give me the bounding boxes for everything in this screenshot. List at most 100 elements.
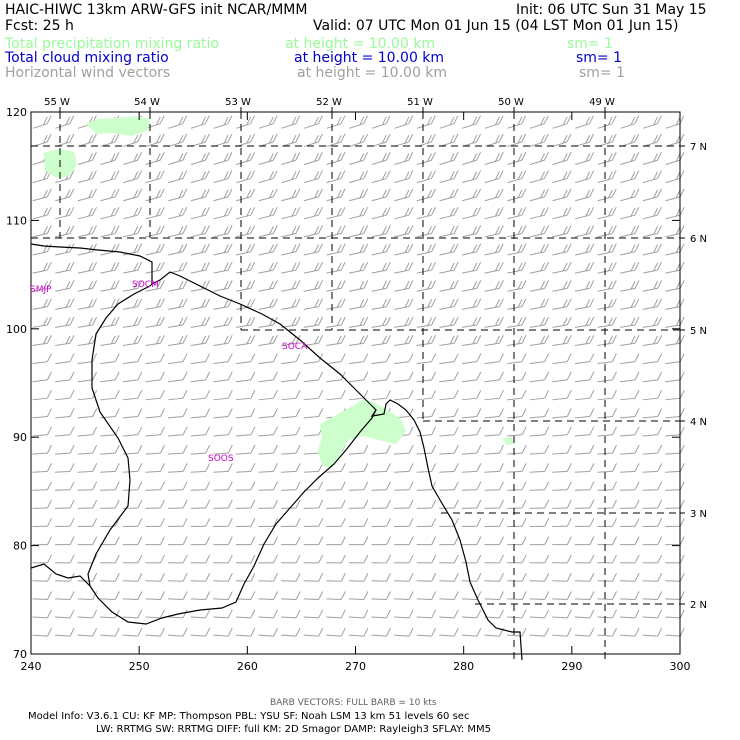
wind-barb	[32, 518, 52, 527]
wind-barb	[665, 572, 685, 582]
wind-barb	[484, 371, 504, 383]
wind-barb	[348, 444, 369, 455]
wind-barb	[484, 133, 504, 147]
wind-barb	[303, 133, 323, 147]
wind-barb	[258, 225, 278, 238]
wind-barb	[122, 426, 143, 437]
wind-barb	[32, 298, 52, 310]
wind-barb	[213, 206, 233, 220]
wind-barb	[507, 609, 527, 619]
wind-barb	[394, 298, 414, 310]
wind-barb	[145, 152, 165, 166]
wind-barb	[665, 554, 685, 564]
wind-barb	[439, 170, 459, 184]
wind-barb	[32, 426, 52, 437]
wind-barb	[597, 353, 617, 365]
y-axis-ticks: 70 80 90 100 110 120	[6, 106, 680, 661]
wind-barb	[326, 463, 346, 473]
wind-barb	[213, 115, 233, 129]
wind-barb	[168, 298, 188, 310]
wind-barb	[258, 554, 278, 564]
wind-barb	[32, 554, 52, 564]
wind-barb	[620, 518, 640, 527]
wind-barb	[484, 225, 504, 238]
wind-barb	[461, 554, 482, 564]
wind-barb	[529, 133, 549, 147]
wind-barb	[642, 371, 663, 383]
wind-barb	[145, 371, 165, 383]
wind-barb	[303, 572, 324, 582]
wind-barb	[258, 261, 278, 274]
wind-barb	[461, 481, 482, 491]
wind-barb	[574, 554, 595, 564]
wind-barb	[574, 591, 595, 601]
wind-barb	[597, 206, 617, 220]
barb-legend: BARB VECTORS: FULL BARB = 10 kts	[270, 698, 437, 708]
x-tick-label: 240	[21, 660, 42, 673]
station-label: SMJP	[30, 285, 52, 295]
y-tick-label: 80	[13, 540, 27, 553]
wind-barb	[665, 536, 685, 546]
wind-barb	[348, 572, 369, 582]
wind-barb	[235, 408, 256, 419]
wind-barb	[281, 408, 301, 419]
wind-barb	[371, 206, 391, 220]
y-tick-label: 90	[13, 431, 27, 444]
wind-barb	[394, 518, 414, 527]
lat-label: 3 N	[690, 509, 707, 520]
wind-barb	[213, 408, 233, 419]
latitude-labels: 7 N 6 N 5 N 4 N 3 N 2 N	[680, 142, 707, 611]
precip-area	[86, 116, 150, 136]
wind-barb	[326, 335, 346, 347]
wind-barb	[348, 243, 369, 256]
wind-barb	[349, 152, 369, 166]
wind-barb	[439, 335, 459, 347]
wind-barb	[55, 115, 75, 129]
wind-barb	[190, 408, 211, 419]
wind-barb	[77, 518, 98, 527]
wind-barb	[416, 426, 437, 437]
wind-barb	[100, 572, 120, 582]
wind-barb	[665, 316, 685, 328]
wind-barbs	[32, 115, 685, 637]
wind-barb	[461, 261, 482, 274]
wind-barb	[371, 572, 391, 582]
wind-barb	[665, 280, 685, 292]
wind-barb	[439, 280, 459, 292]
wind-barb	[281, 335, 301, 347]
wind-barb	[620, 554, 640, 564]
station-label: SOCA	[282, 342, 308, 352]
wind-barb	[597, 280, 617, 292]
wind-barb	[439, 261, 459, 274]
wind-barb	[236, 170, 256, 184]
lat-label: 4 N	[690, 417, 707, 428]
wind-barb	[190, 243, 210, 256]
wind-barb	[665, 591, 685, 601]
wind-barb	[507, 243, 527, 256]
wind-barb	[55, 554, 75, 564]
field-wind-sm: sm= 1	[579, 65, 626, 81]
wind-barb	[348, 536, 369, 546]
wind-barb	[77, 408, 98, 419]
wind-barb	[77, 353, 98, 365]
wind-barb	[168, 444, 188, 455]
wind-barb	[371, 188, 391, 202]
wind-barb	[462, 152, 482, 166]
wind-barb	[575, 152, 595, 166]
wind-barb	[416, 609, 437, 619]
wind-barb	[122, 481, 143, 491]
wind-barb	[100, 280, 120, 292]
wind-barb	[100, 243, 120, 256]
wind-barb	[281, 188, 301, 202]
wind-barb	[439, 499, 459, 509]
wind-barb	[416, 481, 437, 491]
wind-barb	[529, 389, 550, 401]
wind-barb	[394, 170, 414, 184]
wind-barb	[236, 206, 256, 220]
wind-barb	[665, 371, 685, 383]
wind-barb	[100, 371, 120, 383]
wind-barb	[122, 353, 143, 365]
wind-barb	[552, 554, 572, 564]
wind-barb	[461, 371, 482, 383]
wind-barb	[597, 591, 617, 601]
